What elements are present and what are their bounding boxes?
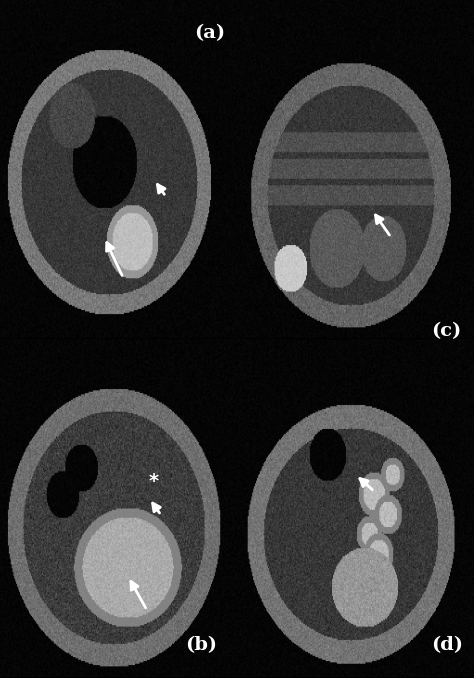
Text: (d): (d) [431, 636, 464, 654]
Text: (c): (c) [431, 322, 462, 340]
Text: (b): (b) [185, 636, 217, 654]
Text: (a): (a) [194, 24, 226, 42]
Text: *: * [149, 472, 159, 491]
